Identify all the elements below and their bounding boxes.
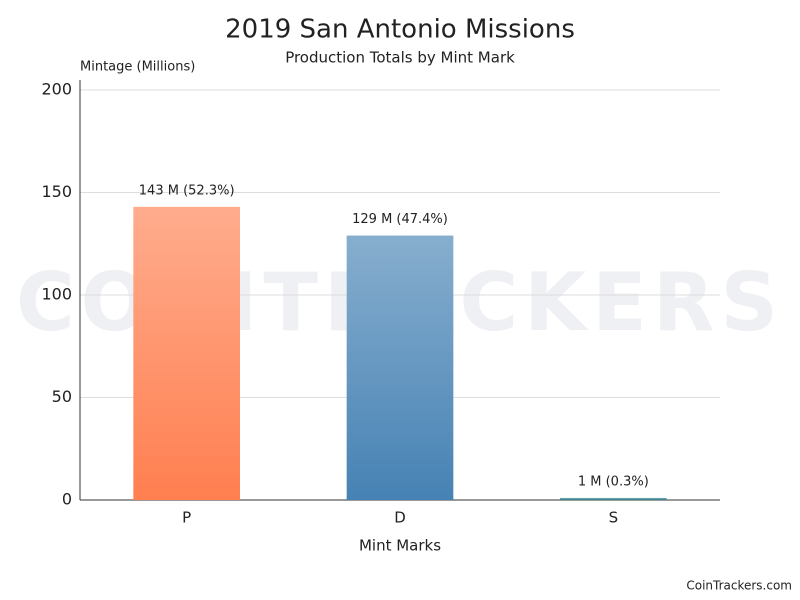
y-axis-title: Mintage (Millions) <box>80 60 195 75</box>
chart-subtitle: Production Totals by Mint Mark <box>285 49 515 67</box>
x-tick-label: P <box>182 509 191 527</box>
bar <box>133 206 240 500</box>
y-tick-label: 50 <box>52 387 72 406</box>
y-tick-label: 100 <box>41 285 72 304</box>
value-label: 143 M (52.3%) <box>139 183 235 198</box>
y-tick-label: 0 <box>62 490 72 509</box>
value-label: 1 M (0.3%) <box>578 474 649 489</box>
x-axis-title: Mint Marks <box>359 537 441 555</box>
footer: CoinTrackers.com <box>686 579 792 593</box>
chart-title: 2019 San Antonio Missions <box>225 15 575 45</box>
bar <box>560 497 667 500</box>
y-tick-label: 200 <box>41 80 72 99</box>
bar <box>346 235 454 501</box>
y-tick-label: 150 <box>41 182 72 201</box>
x-tick-label: D <box>394 509 406 527</box>
x-tick-label: S <box>609 509 619 527</box>
value-label: 129 M (47.4%) <box>352 212 448 227</box>
